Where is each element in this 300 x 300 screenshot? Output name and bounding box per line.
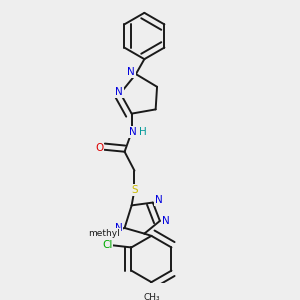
Text: O: O xyxy=(95,143,103,153)
Text: H: H xyxy=(139,127,146,137)
Text: CH₃: CH₃ xyxy=(143,293,160,300)
Text: N: N xyxy=(115,223,122,233)
Text: Cl: Cl xyxy=(102,240,112,250)
Text: N: N xyxy=(155,195,163,205)
Text: N: N xyxy=(127,67,135,77)
Text: methyl: methyl xyxy=(88,229,120,238)
Text: N: N xyxy=(162,216,170,226)
Text: N: N xyxy=(129,127,137,137)
Text: N: N xyxy=(115,87,123,97)
Text: S: S xyxy=(131,185,138,195)
